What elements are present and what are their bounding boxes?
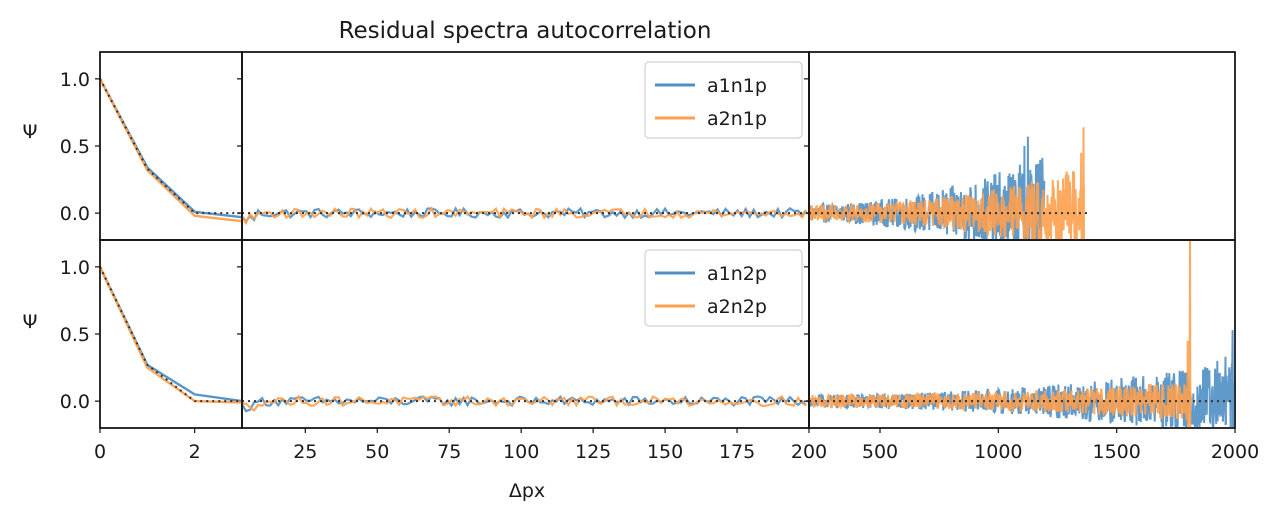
- x-tick-label: 150: [647, 441, 683, 463]
- x-tick-label: 175: [719, 441, 755, 463]
- reference-line-seg1: [99, 266, 242, 403]
- x-tick-label: 500: [862, 441, 898, 463]
- y-tick-label: 0.0: [60, 203, 90, 225]
- legend-label-a2n1p: a2n1p: [707, 108, 767, 130]
- x-tick-label: 2000: [1211, 441, 1259, 463]
- x-tick-label: 200: [791, 441, 827, 463]
- x-tick-label: 75: [437, 441, 461, 463]
- legend-label-a2n2p: a2n2p: [707, 296, 767, 318]
- y-axis-label-row1: Ψ: [23, 121, 38, 143]
- y-tick-label: 1.0: [60, 257, 90, 279]
- panels: 1.0 0.5 0.0 1.0 0.5 0.0 0 2 25 50 75 100 125 150 175 20…: [60, 51, 1259, 463]
- x-axis-label: Δpx: [509, 480, 545, 502]
- y-tick-label: 0.0: [60, 391, 90, 413]
- x-tick-label: 25: [293, 441, 317, 463]
- x-tick-label: 2: [189, 441, 201, 463]
- x-tick-label: 1000: [974, 441, 1022, 463]
- series-line-a2n1p: [242, 206, 808, 226]
- x-tick-label: 1500: [1092, 441, 1140, 463]
- axes-border-r2-s3: [808, 239, 1236, 429]
- y-tick-label: 0.5: [60, 136, 90, 158]
- series-a2n2p-seg2: [242, 394, 807, 412]
- series-line-a2n1p: [809, 127, 1086, 240]
- series-a2n1p-seg2: [242, 206, 808, 226]
- x-tick-label: 125: [575, 441, 611, 463]
- x-tick-label: 0: [94, 441, 106, 463]
- series-line-a2n1p: [100, 78, 242, 223]
- y-axis-label-row2: Ψ: [23, 311, 38, 333]
- chart-title: Residual spectra autocorrelation: [339, 18, 712, 44]
- series-a2n1p-seg3: [809, 127, 1086, 240]
- series-a2n1p-seg1: [100, 78, 242, 223]
- series-line-a2n2p: [242, 394, 807, 412]
- x-tick-label: 100: [503, 441, 539, 463]
- legend-label-a1n1p: a1n1p: [707, 75, 767, 97]
- y-tick-label: 1.0: [60, 69, 90, 91]
- legend-label-a1n2p: a1n2p: [707, 263, 767, 285]
- x-tick-label: 50: [365, 441, 389, 463]
- y-tick-label: 0.5: [60, 324, 90, 346]
